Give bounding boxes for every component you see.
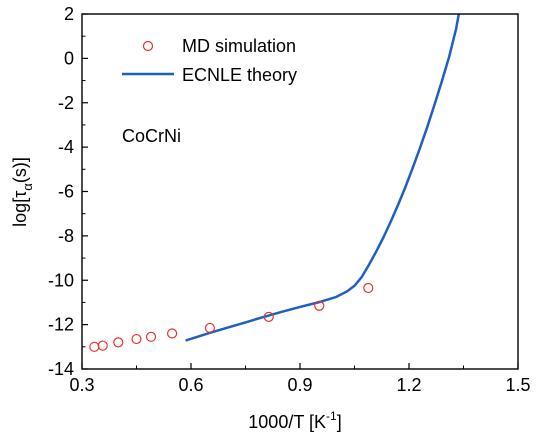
y-tick-label: -12 [48,315,74,335]
md-simulation-point [168,329,177,338]
x-tick-label: 0.6 [178,375,203,395]
y-tick-label: -8 [58,226,74,246]
md-simulation-point [205,323,214,332]
x-tick-labels: 0.3 0.6 0.9 1.2 1.5 [69,375,530,395]
md-simulation-point [98,341,107,350]
x-tick-label: 1.2 [396,375,421,395]
md-simulation-point [114,338,123,347]
legend-label-md-simulation: MD simulation [182,36,296,56]
chart-annotation: CoCrNi [122,126,181,146]
md-simulation-point [364,284,373,293]
x-tick-label: 1.5 [505,375,530,395]
series-ecnle-theory [186,14,459,341]
y-tick-label: -6 [58,182,74,202]
x-tick-label: 0.9 [287,375,312,395]
legend-marker-md-simulation [144,42,153,51]
md-simulation-point [147,332,156,341]
x-axis-label: 1000/T [K-1] [248,409,341,432]
legend: MD simulation ECNLE theory [122,36,297,85]
y-tick-label: 2 [64,4,74,24]
y-tick-label: -10 [48,270,74,290]
series-md-simulation [90,284,373,352]
plot-frame [82,14,518,369]
y-tick-labels: -14-12-10-8-6-4-202 [48,4,74,379]
axis-ticks [82,14,518,369]
y-tick-label: 0 [64,48,74,68]
y-tick-label: -2 [58,93,74,113]
y-axis-label: log[τα(s)] [10,157,35,227]
x-tick-label: 0.3 [69,375,94,395]
md-simulation-point [90,342,99,351]
legend-label-ecnle-theory: ECNLE theory [182,65,297,85]
md-simulation-point [132,335,141,344]
ecnle-theory-line [186,14,459,341]
y-tick-label: -4 [58,137,74,157]
